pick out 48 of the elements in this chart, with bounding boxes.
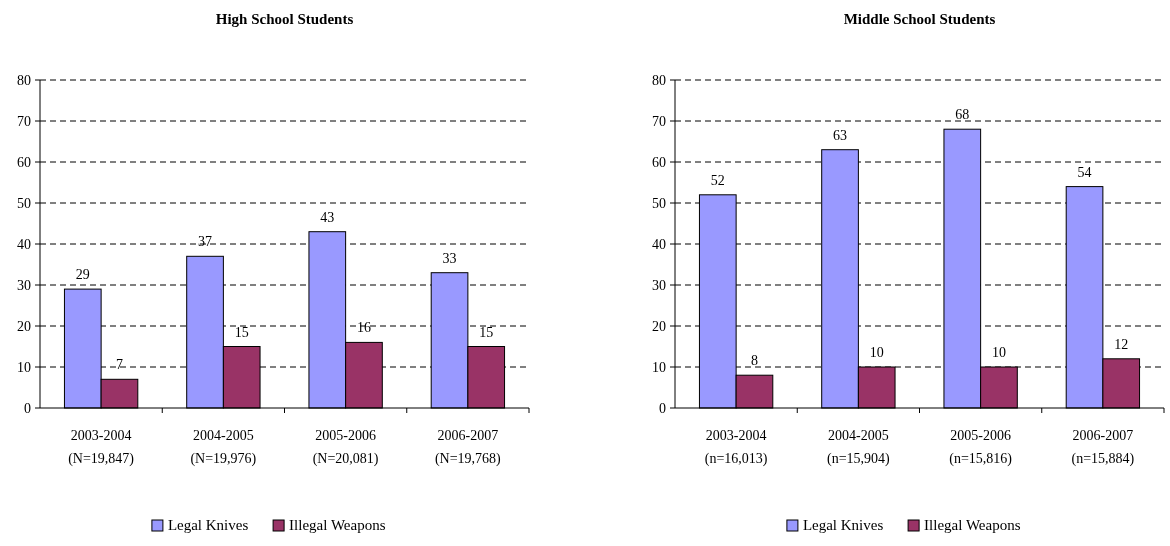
y-tick-label: 30 bbox=[17, 277, 31, 293]
data-label: 43 bbox=[320, 209, 335, 225]
x-tick-label: 2005-2006 (N=20,081) bbox=[312, 428, 379, 467]
y-tick-label: 20 bbox=[17, 318, 31, 334]
y-tick-label: 60 bbox=[17, 154, 31, 170]
y-tick-label: 50 bbox=[652, 195, 666, 211]
x-tick-label: 2004-2005 (n=15,904) bbox=[827, 428, 891, 467]
y-tick-label: 10 bbox=[652, 359, 666, 375]
legend-label: Illegal Weapons bbox=[924, 517, 1021, 533]
data-label: 52 bbox=[710, 172, 725, 188]
legend-label: Illegal Weapons bbox=[289, 517, 386, 533]
data-label: 15 bbox=[479, 324, 494, 340]
y-tick-label: 0 bbox=[24, 400, 31, 416]
data-label: 29 bbox=[75, 267, 90, 283]
x-tick-label: 2003-2004 (n=16,013) bbox=[704, 428, 768, 467]
y-tick-label: 10 bbox=[17, 359, 31, 375]
x-tick-label: 2003-2004 (N=19,847) bbox=[68, 428, 135, 467]
y-tick-label: 40 bbox=[652, 236, 666, 252]
data-label: 54 bbox=[1077, 164, 1092, 180]
y-tick-label: 50 bbox=[17, 195, 31, 211]
y-tick-label: 80 bbox=[652, 72, 666, 88]
y-tick-label: 40 bbox=[17, 236, 31, 252]
data-label: 16 bbox=[356, 320, 371, 336]
x-tick-label: 2004-2005 (N=19,976) bbox=[190, 428, 257, 467]
chart-title: Middle School Students bbox=[843, 11, 996, 27]
legend-label: Legal Knives bbox=[802, 517, 884, 533]
y-tick-label: 70 bbox=[17, 113, 31, 129]
data-label: 15 bbox=[234, 324, 249, 340]
y-tick-label: 80 bbox=[17, 72, 31, 88]
y-tick-label: 70 bbox=[652, 113, 666, 129]
y-tick-label: 60 bbox=[652, 154, 666, 170]
y-tick-label: 0 bbox=[659, 400, 666, 416]
data-label: 10 bbox=[991, 345, 1006, 360]
y-tick-label: 20 bbox=[652, 318, 666, 334]
x-tick-label: 2006-2007 (N=19,768) bbox=[434, 428, 502, 467]
data-label: 37 bbox=[198, 234, 213, 250]
data-label: 68 bbox=[955, 107, 970, 123]
data-label: 33 bbox=[442, 250, 457, 266]
x-tick-label: 2006-2007 (n=15,884) bbox=[1071, 428, 1135, 467]
data-label: 7 bbox=[115, 357, 123, 373]
data-label: 63 bbox=[833, 127, 848, 143]
legend-label: Legal Knives bbox=[167, 517, 249, 533]
data-label: 12 bbox=[1114, 336, 1129, 352]
y-tick-label: 30 bbox=[652, 277, 666, 293]
x-tick-label: 2005-2006 (n=15,816) bbox=[949, 428, 1013, 467]
data-label: 8 bbox=[750, 353, 758, 369]
data-label: 10 bbox=[869, 345, 884, 360]
chart-title: High School Students bbox=[215, 11, 354, 27]
